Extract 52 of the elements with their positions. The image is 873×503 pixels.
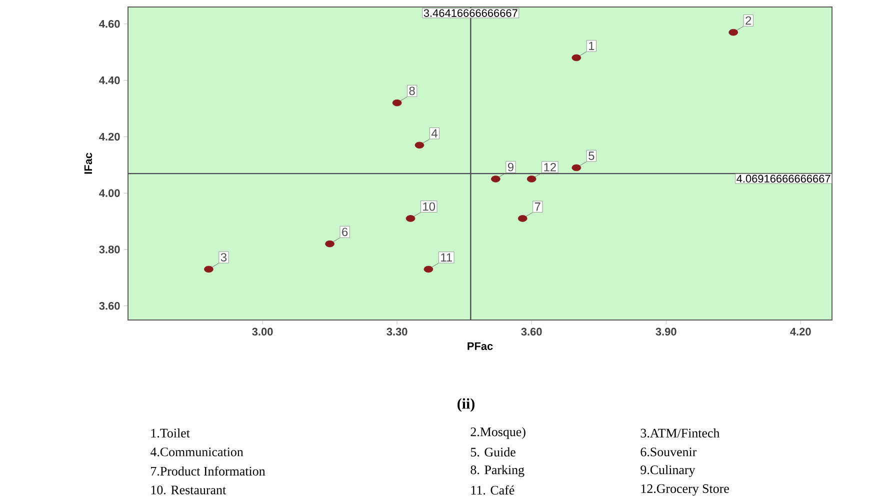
annotation: 8 [409,86,415,96]
annotation: 9 [508,162,514,172]
annotation: 12 [544,162,556,172]
y-axis-title: IFac [84,152,92,174]
annotation: 2 [746,16,752,25]
point [491,176,500,182]
y-tick-label: 4.60 [99,20,120,28]
point [518,215,528,222]
text: (ii) [458,398,474,412]
annotation: 3 [220,253,227,262]
point [204,266,214,273]
annotation: 5 [588,152,594,160]
point [526,176,536,182]
point [728,28,738,36]
ref-line-label: 4.06916666666667 [736,174,830,183]
x-tick-label: 3.90 [656,328,676,336]
annotation: 4 [431,129,438,138]
text: 12.Grocery Store [641,484,729,496]
x-tick-label: 3.00 [252,328,273,336]
point [392,99,402,106]
annotation: 6 [342,228,348,236]
text: 2.Mosque) [470,427,526,439]
point [325,240,334,248]
text: 7.Product Information [151,466,266,476]
text: 6.Souvenir [640,448,697,456]
y-tick-label: 3.80 [99,246,120,254]
point [424,266,434,273]
text: 9.Culinary [640,465,696,477]
annotation: 1 [589,42,594,50]
y-tick-label: 4.00 [99,189,120,197]
annotation: 11 [441,253,452,262]
text: 10. Restaurant [151,486,226,494]
text: 5. Guide [470,447,516,457]
point [406,215,416,222]
annotation: 10 [423,202,436,211]
y-tick-label: 3.60 [99,302,120,310]
point [414,142,424,149]
text: 11. Café [471,485,514,495]
y-tick-label: 4.40 [99,76,120,84]
point [572,54,582,62]
y-tick-label: 4.20 [99,132,120,141]
x-tick-label: 3.60 [521,328,542,336]
text: 1.Toilet [151,428,190,438]
text: 4.Communication [150,448,244,456]
x-tick-label: 4.20 [790,328,811,336]
x-axis-title: PFac [468,342,493,350]
text: 3.ATM/Fintech [640,428,720,438]
ref-line-label: 3.46416666666667 [424,9,518,17]
text: 8. Parking [470,465,524,477]
x-tick-label: 3.30 [386,328,408,336]
annotation: 7 [534,202,540,211]
point [572,164,582,172]
